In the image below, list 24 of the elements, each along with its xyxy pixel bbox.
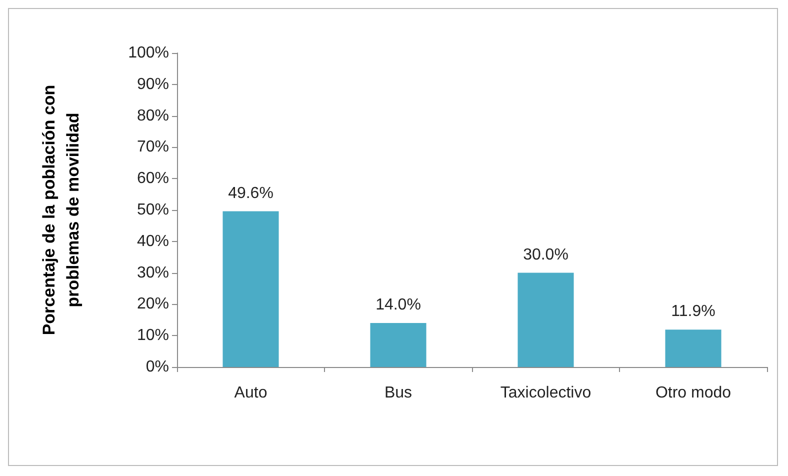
y-tick-label: 40% (136, 232, 169, 250)
x-tick-label: Auto (234, 384, 268, 402)
y-tick-label: 90% (136, 76, 169, 93)
y-tick-label: 70% (136, 138, 169, 156)
data-label: 11.9% (671, 303, 716, 320)
data-label: 30.0% (523, 246, 568, 264)
y-tick-label: 10% (136, 327, 169, 344)
y-axis-title: Porcentaje de la población con problemas de movilidad (40, 84, 82, 336)
y-tick-label: 20% (136, 296, 169, 313)
y-tick-label: 0% (146, 358, 169, 376)
y-tick-label: 50% (136, 202, 169, 218)
y-tick-label: 100% (128, 44, 169, 62)
bar (370, 323, 426, 367)
y-tick-label: 80% (136, 107, 169, 124)
bar (222, 211, 279, 367)
x-tick-label: Otro modo (655, 384, 732, 402)
y-tick-label: 60% (136, 170, 169, 188)
bar (518, 272, 574, 367)
x-tick-label: Taxicolectivo (500, 384, 592, 402)
bar (665, 330, 722, 367)
data-label: 14.0% (376, 296, 421, 314)
x-tick-label: Bus (384, 384, 412, 402)
data-label: 49.6% (228, 184, 274, 202)
y-tick-label: 30% (136, 264, 169, 282)
